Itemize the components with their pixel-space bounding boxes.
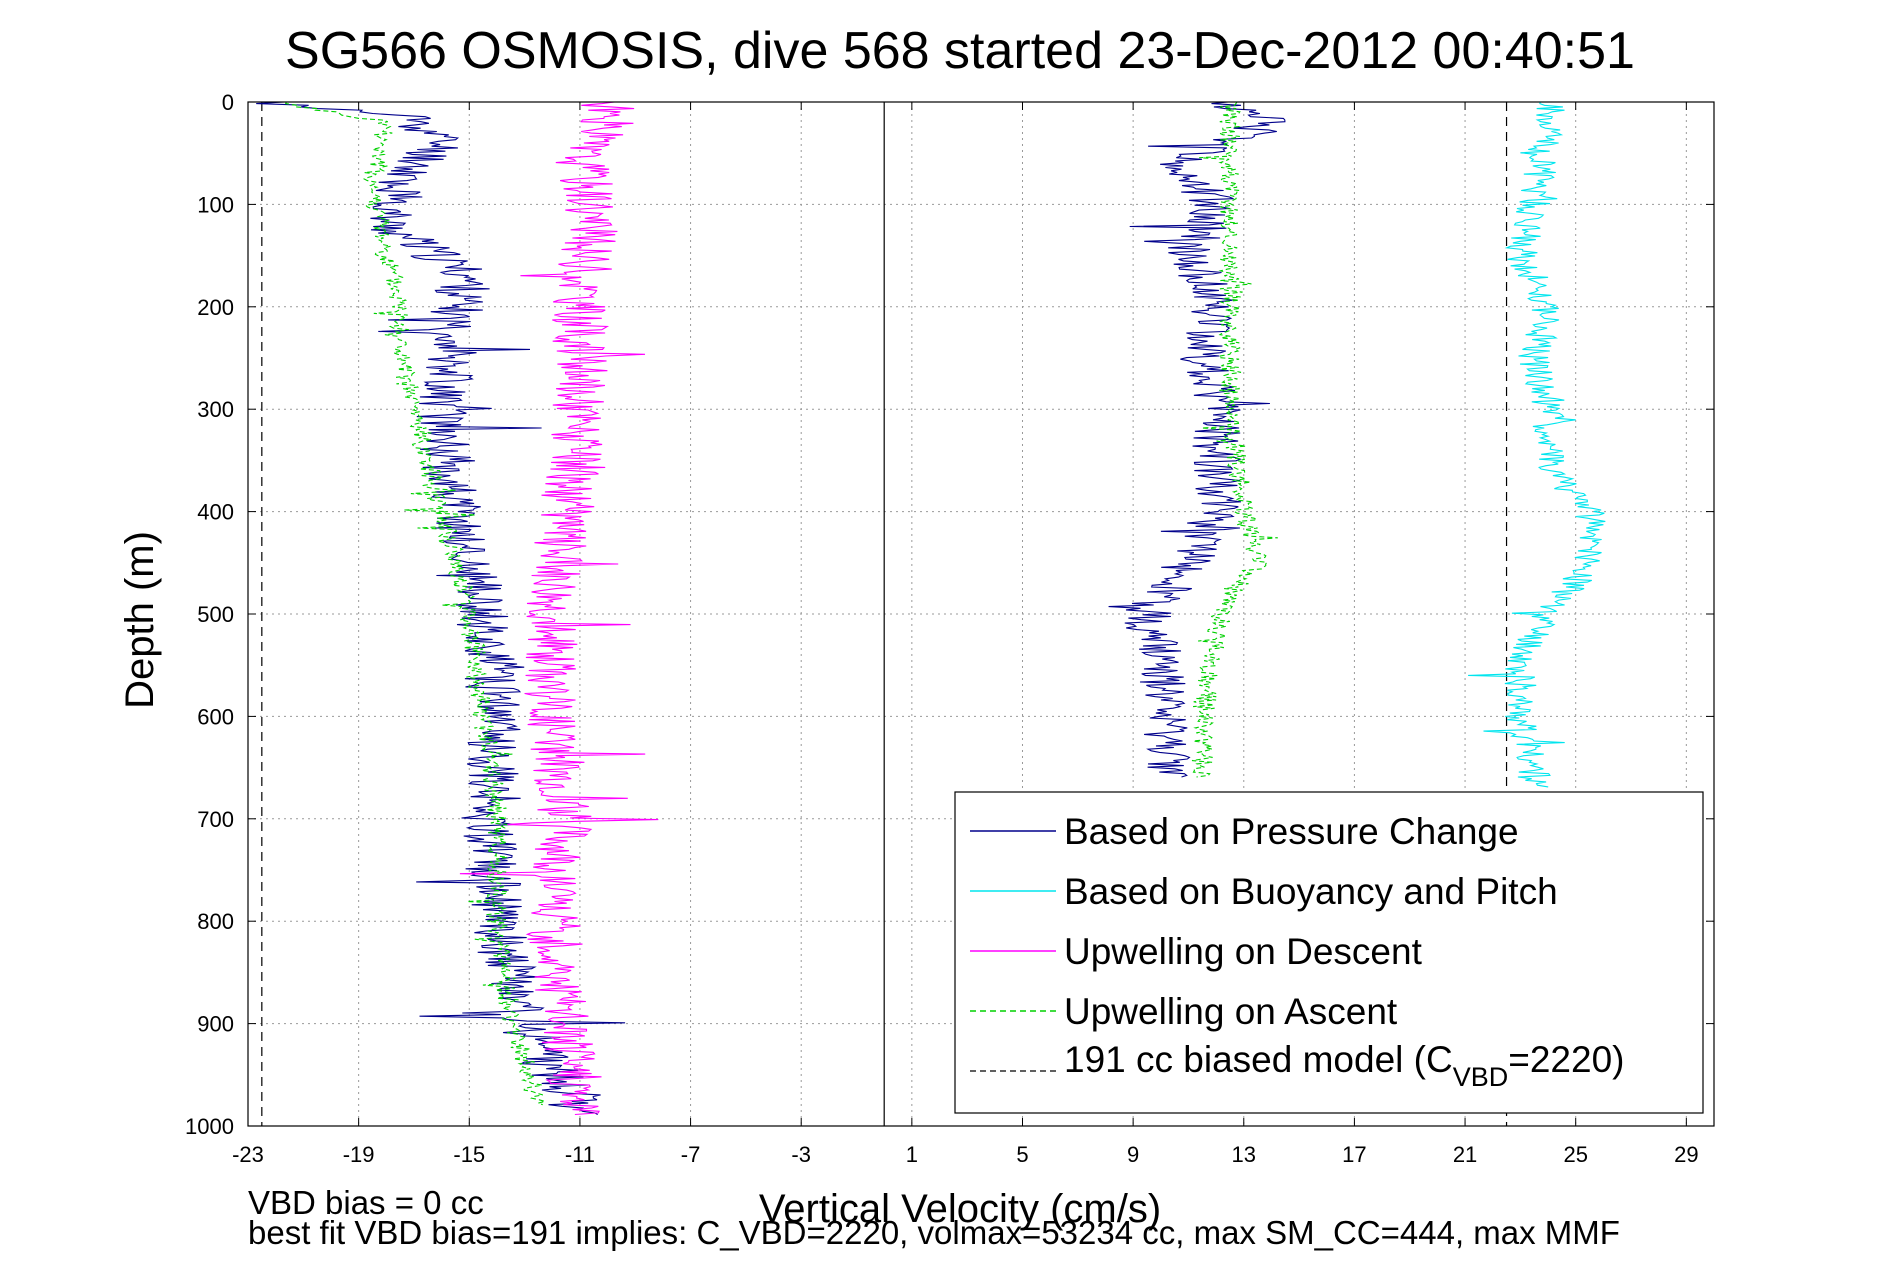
y-tick-label: 0	[222, 90, 234, 115]
y-tick-label: 1000	[185, 1114, 234, 1139]
legend: Based on Pressure Change Based on Buoyan…	[954, 791, 1704, 1114]
x-tick-label: 13	[1232, 1142, 1256, 1167]
x-tick-label: 1	[906, 1142, 918, 1167]
legend-box	[954, 791, 1704, 1114]
footer-best-fit: best fit VBD bias=191 implies: C_VBD=222…	[248, 1214, 1620, 1251]
legend-label-model: 191 cc biased model (CVBD=2220)	[1064, 1039, 1624, 1092]
legend-label-ascent: Upwelling on Ascent	[1064, 991, 1398, 1032]
series-layer	[256, 101, 1606, 1126]
chart-title: SG566 OSMOSIS, dive 568 started 23-Dec-2…	[285, 22, 1635, 80]
series-line-based-on-buoyancy-and-pitch	[1468, 101, 1606, 788]
x-tick-label: 17	[1342, 1142, 1366, 1167]
series-line-based-on-pressure-change	[256, 101, 626, 1115]
series-line-upwelling-on-ascent	[284, 101, 548, 1106]
y-axis-ticks: 0 100 200 300 400 500 600 700 800 900 1000	[185, 90, 1714, 1139]
y-tick-label: 300	[197, 397, 234, 422]
y-tick-label: 800	[197, 909, 234, 934]
x-tick-label: 25	[1563, 1142, 1587, 1167]
legend-label-pressure: Based on Pressure Change	[1064, 811, 1519, 852]
y-axis-label: Depth (m)	[118, 531, 162, 709]
series-line-upwelling-on-descent	[459, 101, 659, 1116]
y-tick-label: 600	[197, 704, 234, 729]
y-tick-label: 500	[197, 602, 234, 627]
y-tick-label: 900	[197, 1012, 234, 1037]
x-axis-ticks: -23 -19 -15 -11 -7 -3 1 5 9 13 17 21 25 29	[232, 102, 1699, 1167]
y-tick-label: 700	[197, 807, 234, 832]
y-tick-label: 100	[197, 192, 234, 217]
x-tick-label: -3	[791, 1142, 811, 1167]
legend-label-descent: Upwelling on Descent	[1064, 931, 1423, 972]
x-tick-label: -7	[681, 1142, 701, 1167]
x-tick-label: 29	[1674, 1142, 1698, 1167]
x-tick-label: -23	[232, 1142, 264, 1167]
x-tick-label: -19	[343, 1142, 375, 1167]
legend-label-buoyancy: Based on Buoyancy and Pitch	[1064, 871, 1558, 912]
legend-label-model-suffix: =2220)	[1508, 1039, 1624, 1080]
y-tick-label: 400	[197, 500, 234, 525]
x-tick-label: 5	[1016, 1142, 1028, 1167]
y-tick-label: 200	[197, 295, 234, 320]
series-line-based-on-pressure-change	[1108, 101, 1286, 778]
legend-label-model-prefix: 191 cc biased model (C	[1064, 1039, 1453, 1080]
footer-vbd-bias: VBD bias = 0 cc	[248, 1184, 484, 1221]
x-tick-label: 21	[1453, 1142, 1477, 1167]
x-tick-label: -11	[565, 1142, 595, 1167]
x-axis-label: Vertical Velocity (cm/s)	[759, 1187, 1161, 1231]
legend-label-model-sub: VBD	[1453, 1062, 1509, 1092]
x-tick-label: 9	[1127, 1142, 1139, 1167]
x-tick-label: -15	[453, 1142, 485, 1167]
series-line-upwelling-on-ascent	[1191, 101, 1278, 778]
